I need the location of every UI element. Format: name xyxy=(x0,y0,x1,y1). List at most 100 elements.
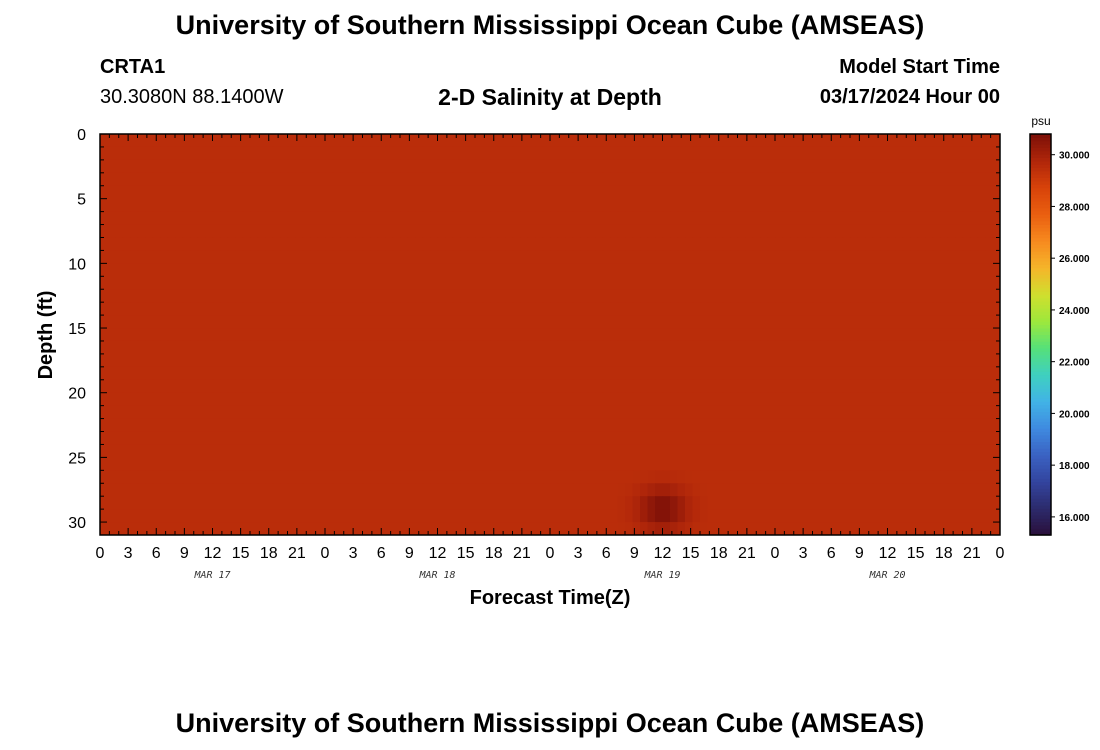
heatmap-cell xyxy=(122,366,131,381)
heatmap-cell xyxy=(115,366,124,381)
heatmap-cell xyxy=(790,392,799,407)
heatmap-cell xyxy=(730,250,739,264)
heatmap-cell xyxy=(205,315,214,329)
heatmap-cell xyxy=(775,483,784,497)
heatmap-cell xyxy=(715,366,724,381)
heatmap-cell xyxy=(175,315,184,329)
heatmap-cell xyxy=(272,315,281,329)
heatmap-cell xyxy=(632,444,641,458)
heatmap-cell xyxy=(752,237,761,252)
heatmap-cell xyxy=(827,496,836,510)
heatmap-cell xyxy=(812,302,821,316)
heatmap-cell xyxy=(205,172,214,187)
heatmap-cell xyxy=(895,340,904,355)
heatmap-cell xyxy=(527,392,536,407)
heatmap-cell xyxy=(302,159,311,174)
heatmap-cell xyxy=(295,159,304,174)
heatmap-cell xyxy=(115,470,124,484)
heatmap-cell xyxy=(655,263,664,277)
heatmap-cell xyxy=(895,405,904,420)
heatmap-cell xyxy=(625,211,634,226)
heatmap-cell xyxy=(895,353,904,368)
heatmap-cell xyxy=(220,328,229,342)
heatmap-cell xyxy=(910,470,919,484)
heatmap-cell xyxy=(272,522,281,535)
heatmap-cell xyxy=(280,237,289,252)
heatmap-cell xyxy=(385,444,394,458)
heatmap-cell xyxy=(190,328,199,342)
heatmap-cell xyxy=(745,328,754,342)
heatmap-cell xyxy=(415,431,424,446)
heatmap-cell xyxy=(430,172,439,187)
heatmap-cell xyxy=(137,211,146,226)
heatmap-cell xyxy=(565,263,574,277)
heatmap-cell xyxy=(677,302,686,316)
heatmap-cell xyxy=(632,483,641,497)
heatmap-cell xyxy=(722,328,731,342)
colorbar-band xyxy=(1030,317,1051,322)
heatmap-cell xyxy=(625,302,634,316)
heatmap-cell xyxy=(250,483,259,497)
heatmap-cell xyxy=(332,276,341,290)
colorbar-band xyxy=(1030,341,1051,346)
heatmap-cell xyxy=(677,328,686,342)
heatmap-cell xyxy=(302,224,311,239)
heatmap-cell xyxy=(842,276,851,290)
heatmap-cell xyxy=(947,392,956,407)
heatmap-cell xyxy=(985,198,994,213)
heatmap-cell xyxy=(775,172,784,187)
heatmap-cell xyxy=(910,237,919,252)
heatmap-cell xyxy=(820,483,829,497)
heatmap-cell xyxy=(212,250,221,264)
heatmap-cell xyxy=(400,250,409,264)
heatmap-cell xyxy=(302,470,311,484)
heatmap-cell xyxy=(730,289,739,303)
heatmap-cell xyxy=(572,263,581,277)
heatmap-cell xyxy=(910,405,919,420)
heatmap-cell xyxy=(835,457,844,471)
heatmap-cell xyxy=(887,496,896,510)
heatmap-cell xyxy=(542,431,551,446)
heatmap-cell xyxy=(520,134,529,148)
heatmap-cell xyxy=(400,340,409,355)
heatmap-cell xyxy=(430,496,439,510)
heatmap-cell xyxy=(820,431,829,446)
heatmap-cell xyxy=(430,159,439,174)
heatmap-cell xyxy=(137,496,146,510)
heatmap-cell xyxy=(910,224,919,239)
heatmap-cell xyxy=(400,315,409,329)
heatmap-cell xyxy=(865,522,874,535)
heatmap-cell xyxy=(910,366,919,381)
heatmap-cell xyxy=(302,431,311,446)
heatmap-cell xyxy=(550,496,559,510)
heatmap-cell xyxy=(670,379,679,394)
heatmap-cell xyxy=(310,198,319,213)
heatmap-cell xyxy=(422,146,431,161)
heatmap-cell xyxy=(115,418,124,433)
heatmap-cell xyxy=(872,172,881,187)
colorbar-band xyxy=(1030,274,1051,279)
heatmap-cell xyxy=(467,172,476,187)
x-axis-title: Forecast Time(Z) xyxy=(470,587,631,609)
heatmap-cell xyxy=(722,159,731,174)
heatmap-cell xyxy=(880,366,889,381)
heatmap-cell xyxy=(445,146,454,161)
heatmap-cell xyxy=(580,340,589,355)
heatmap-cell xyxy=(580,405,589,420)
x-tick-label: 12 xyxy=(429,545,447,562)
heatmap-cell xyxy=(160,496,169,510)
heatmap-cell xyxy=(700,211,709,226)
heatmap-cell xyxy=(130,392,139,407)
heatmap-cell xyxy=(790,353,799,368)
heatmap-cell xyxy=(497,250,506,264)
heatmap-cell xyxy=(242,353,251,368)
heatmap-cell xyxy=(760,211,769,226)
heatmap-cell xyxy=(857,224,866,239)
heatmap-cell xyxy=(880,418,889,433)
heatmap-cell xyxy=(985,302,994,316)
heatmap-cell xyxy=(647,353,656,368)
heatmap-cell xyxy=(415,392,424,407)
colorbar-band xyxy=(1030,428,1051,433)
heatmap-cell xyxy=(752,146,761,161)
heatmap-cell xyxy=(962,496,971,510)
